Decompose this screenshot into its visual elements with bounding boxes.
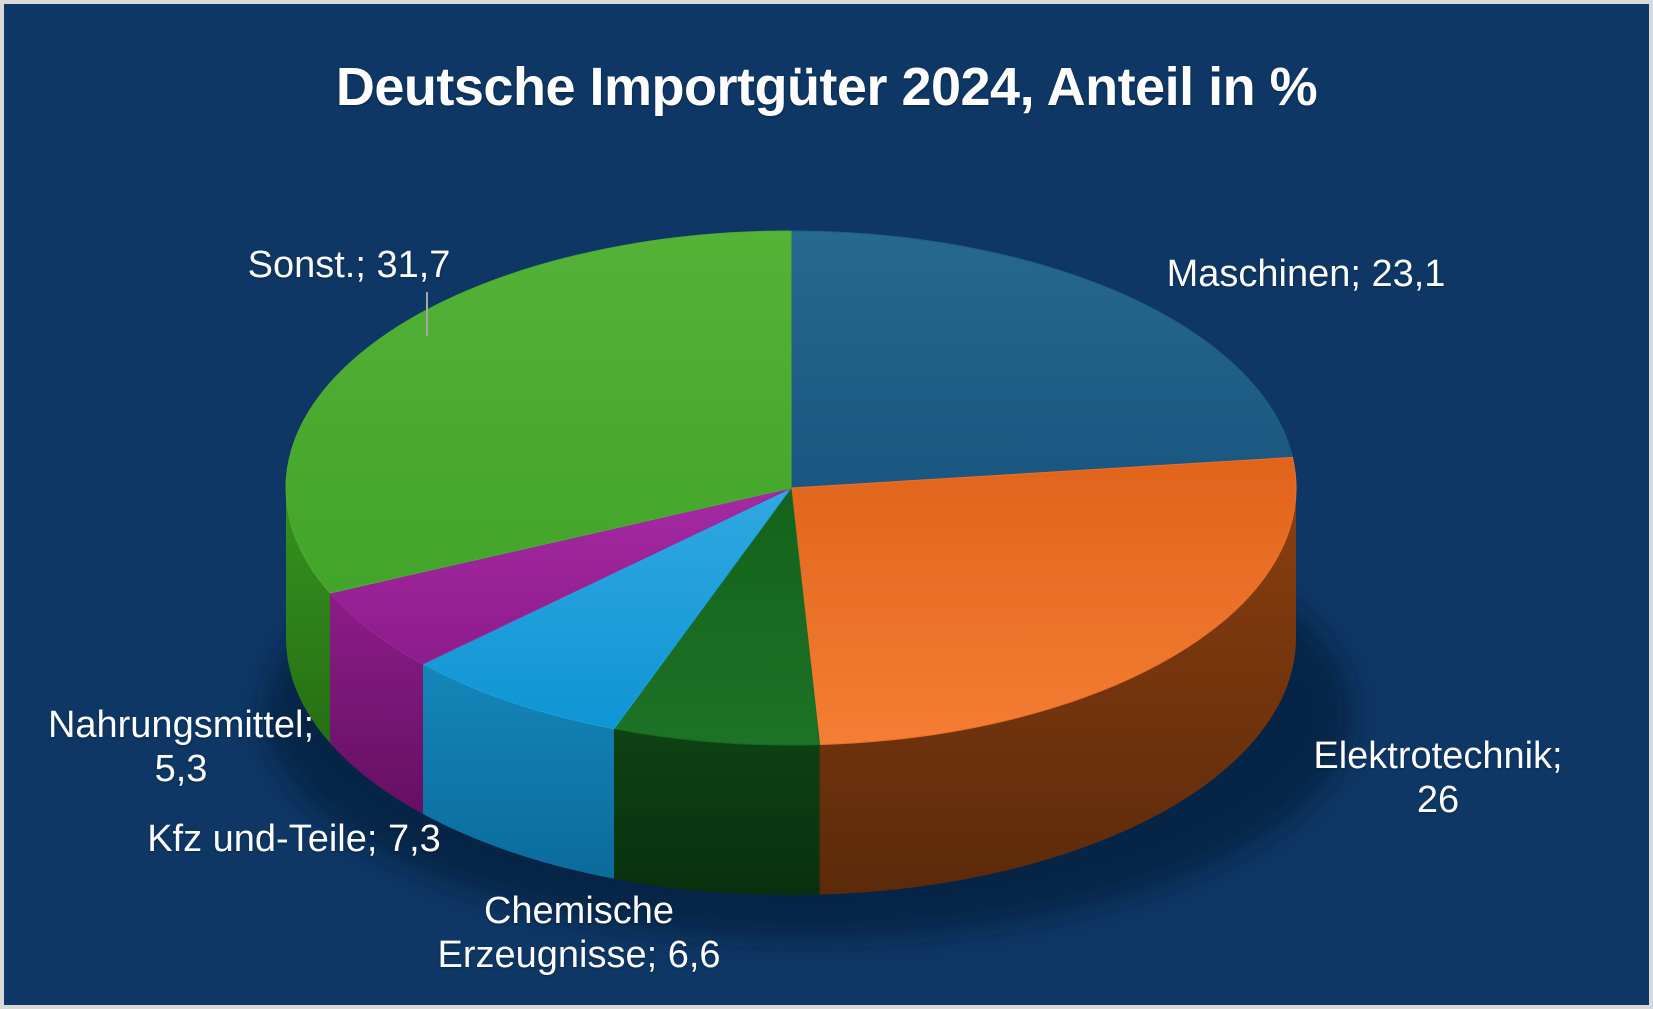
pie-slice-side-sonstige <box>286 488 331 744</box>
callout-line: Erzeugnisse; 6,6 <box>437 934 721 976</box>
callout-line: 26 <box>1416 779 1460 821</box>
slice-callout-nahrungsmittel: Nahrungsmittel; 5,3 <box>48 703 314 791</box>
pie-slice-side-kfz-und-teile <box>422 663 614 879</box>
callout-line: Maschinen; 23,1 <box>1166 253 1446 295</box>
pie-slice-chemische-erzeugnisse <box>613 487 821 746</box>
slice-callout-chemische-erzeugnisse: Chemische Erzeugnisse; 6,6 <box>437 889 720 977</box>
pie-slice-elektrotechnik <box>790 456 1297 746</box>
pie-slice-side-nahrungsmittel <box>330 593 423 814</box>
callout-line: Chemische <box>483 890 675 932</box>
callout-line: 5,3 <box>154 748 208 790</box>
callout-line: Sonst.; 31,7 <box>247 244 451 286</box>
pie-slice-side-chemische-erzeugnisse <box>613 728 820 896</box>
pie-slice-sonstige <box>285 230 792 594</box>
slice-callout-maschinen: Maschinen; 23,1 <box>1167 252 1446 296</box>
slice-callout-kfz-und-teile: Kfz und-Teile; 7,3 <box>147 817 441 861</box>
pie-slice-kfz-und-teile <box>422 487 792 730</box>
pie-slice-nahrungsmittel <box>329 487 792 665</box>
callout-line: Kfz und-Teile; 7,3 <box>147 818 441 860</box>
callout-line: Elektrotechnik; <box>1313 735 1563 777</box>
callout-line: Nahrungsmittel; <box>47 704 315 746</box>
slice-callout-elektrotechnik: Elektrotechnik; 26 <box>1313 734 1562 822</box>
pie-slice-side-elektrotechnik <box>819 488 1296 895</box>
leader-line-sonstige <box>426 292 428 336</box>
pie-slice-maschinen <box>790 230 1293 489</box>
slice-callout-sonstige: Sonst.; 31,7 <box>248 243 451 287</box>
pie-3d-chart <box>266 230 1352 938</box>
chart-title: Deutsche Importgüter 2024, Anteil in % <box>335 57 1318 117</box>
